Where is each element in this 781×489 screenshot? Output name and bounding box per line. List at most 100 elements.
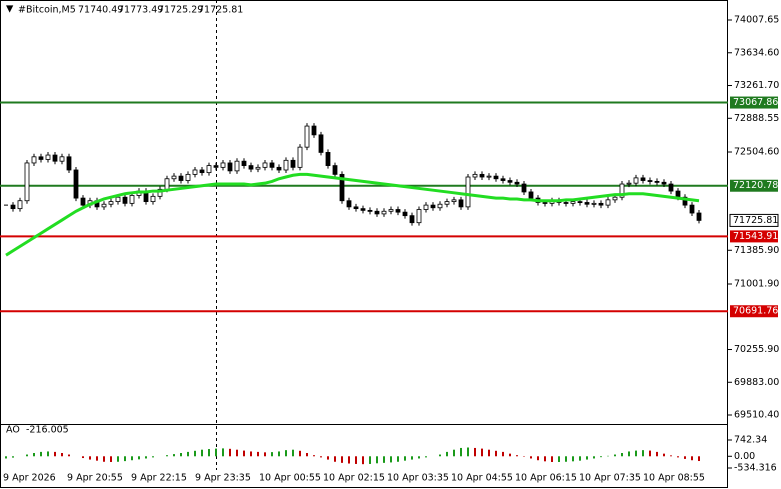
candle-body bbox=[444, 201, 450, 205]
y-tick-label: 73634.60 bbox=[734, 47, 779, 58]
candle-body bbox=[689, 204, 695, 214]
candle-body bbox=[514, 181, 520, 185]
candle-body bbox=[682, 196, 688, 206]
candle-body bbox=[388, 209, 394, 212]
candle-body bbox=[129, 195, 135, 204]
candle-body bbox=[164, 178, 170, 190]
candle-body bbox=[472, 173, 478, 178]
candle-body bbox=[157, 188, 163, 197]
candle-body bbox=[381, 210, 387, 215]
candle-body bbox=[696, 212, 702, 221]
candle-body bbox=[178, 175, 184, 181]
candle-body bbox=[402, 211, 408, 217]
candle-body bbox=[626, 182, 632, 185]
candle-body bbox=[185, 173, 191, 181]
candle-body bbox=[59, 156, 65, 162]
x-tick-label: 9 Apr 23:35 bbox=[195, 473, 251, 484]
candle-body bbox=[451, 199, 457, 203]
moving-average bbox=[5, 172, 700, 257]
y-tick-label: 69510.40 bbox=[734, 410, 779, 421]
y-tick-label: 70255.90 bbox=[734, 344, 779, 355]
level-label: 70691.76 bbox=[733, 306, 778, 317]
ao-name: AO bbox=[6, 425, 20, 436]
level-label: 72120.78 bbox=[733, 180, 778, 191]
price-label: 71725.81 bbox=[733, 215, 778, 226]
candle-body bbox=[234, 160, 240, 172]
candle-body bbox=[269, 162, 275, 168]
candle-body bbox=[311, 125, 317, 136]
candle-body bbox=[73, 169, 79, 199]
candle-body bbox=[206, 165, 212, 174]
candle-body bbox=[647, 180, 653, 182]
ohlc-open: 71740.49 bbox=[78, 5, 123, 16]
candle-body bbox=[675, 190, 681, 198]
candle-body bbox=[80, 197, 86, 206]
level-tag bbox=[730, 179, 778, 192]
level-tag bbox=[730, 305, 778, 318]
candle-body bbox=[528, 191, 534, 199]
candle-body bbox=[101, 203, 107, 208]
candle-body bbox=[633, 177, 639, 184]
candle-body bbox=[171, 175, 177, 180]
candle-body bbox=[577, 201, 583, 204]
level-label: 73067.86 bbox=[733, 97, 778, 108]
plot-frame bbox=[0, 0, 728, 488]
candle-body bbox=[325, 152, 331, 166]
candle-body bbox=[500, 178, 506, 181]
y-tick-label: 71001.90 bbox=[734, 278, 779, 289]
candle-body bbox=[52, 154, 58, 162]
candle-body bbox=[584, 202, 590, 205]
candle-body bbox=[640, 177, 646, 181]
candle-body bbox=[367, 209, 373, 212]
x-tick-label: 10 Apr 07:35 bbox=[579, 473, 641, 484]
candle-body bbox=[542, 202, 548, 204]
candle-body bbox=[395, 209, 401, 213]
candle-body bbox=[213, 165, 219, 168]
candle-body bbox=[192, 169, 198, 175]
x-tick-label: 10 Apr 06:15 bbox=[515, 473, 577, 484]
candle-body bbox=[220, 162, 226, 168]
price-tag bbox=[729, 213, 779, 227]
candle-body bbox=[612, 196, 618, 201]
candle-body bbox=[570, 201, 576, 204]
candle-body bbox=[430, 204, 436, 209]
candle-body bbox=[437, 203, 443, 209]
ao-tick-label: 742.34 bbox=[734, 435, 767, 446]
candle-body bbox=[521, 183, 527, 193]
candle-body bbox=[479, 173, 485, 178]
ohlc-low: 71725.29 bbox=[158, 5, 203, 16]
header: ▼ #Bitcoin,M5 71740.49 71773.49 71725.29… bbox=[6, 4, 243, 16]
x-tick-label: 10 Apr 02:15 bbox=[323, 473, 385, 484]
candle-body bbox=[360, 208, 366, 211]
candle-body bbox=[591, 202, 597, 205]
candle-body bbox=[486, 175, 492, 178]
candle-body bbox=[115, 196, 121, 203]
candle-body bbox=[199, 169, 205, 174]
candle-body bbox=[122, 196, 128, 204]
candle-body bbox=[423, 204, 429, 210]
candle-body bbox=[339, 173, 345, 202]
x-tick-label: 10 Apr 03:35 bbox=[387, 473, 449, 484]
level-tag bbox=[730, 96, 778, 109]
candle-body bbox=[276, 166, 282, 171]
x-tick-label: 10 Apr 08:55 bbox=[643, 473, 705, 484]
candle-body bbox=[45, 154, 51, 160]
y-tick-label: 74007.65 bbox=[734, 15, 779, 26]
y-tick-label: 69883.00 bbox=[734, 377, 779, 388]
y-tick-label: 72504.60 bbox=[734, 147, 779, 158]
candle-body bbox=[605, 199, 611, 206]
candle-body bbox=[318, 134, 324, 153]
candle-body bbox=[24, 162, 30, 202]
candle-body bbox=[346, 200, 352, 208]
y-tick-label: 72888.55 bbox=[734, 113, 779, 124]
candle-body bbox=[248, 165, 254, 170]
candle-body bbox=[668, 183, 674, 192]
candle-body bbox=[332, 165, 338, 175]
y-tick-label: 73261.70 bbox=[734, 80, 779, 91]
candle-body bbox=[304, 125, 310, 148]
candle-body bbox=[297, 146, 303, 168]
level-tag bbox=[730, 230, 778, 243]
candle-body bbox=[598, 202, 604, 206]
candle-body bbox=[38, 156, 44, 160]
